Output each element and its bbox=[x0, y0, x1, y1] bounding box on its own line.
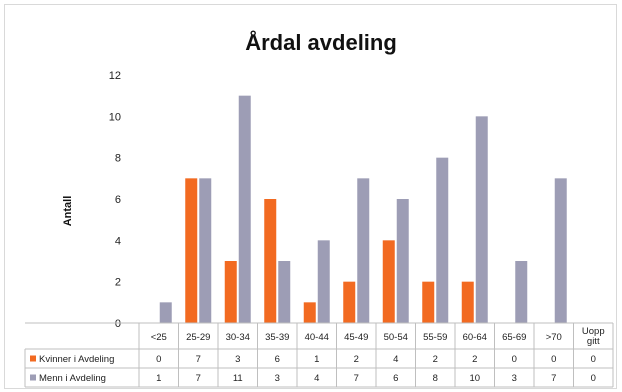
legend-label-menn-i-avdeling: Menn i Avdeling bbox=[39, 373, 106, 384]
bar-kvinner-i-avdeling-50-54 bbox=[382, 240, 395, 323]
table-cell-menn-i-avdeling: 3 bbox=[275, 373, 280, 384]
table-cell-kvinner-i-avdeling: 0 bbox=[551, 354, 556, 365]
x-tick-label: >70 bbox=[546, 332, 562, 343]
table-cell-kvinner-i-avdeling: 1 bbox=[314, 354, 319, 365]
table-cell-kvinner-i-avdeling: 3 bbox=[235, 354, 240, 365]
x-tick-label: 40-44 bbox=[305, 332, 329, 343]
y-axis-ticks: 0 2 4 6 8 10 12 bbox=[109, 70, 121, 330]
x-tick-label: <25 bbox=[151, 332, 167, 343]
y-axis-label: Antall bbox=[62, 196, 74, 227]
bar-kvinner-i-avdeling-35-39 bbox=[264, 199, 277, 323]
table-cell-menn-i-avdeling: 7 bbox=[354, 373, 359, 384]
table-cell-kvinner-i-avdeling: 6 bbox=[275, 354, 280, 365]
y-tick-label: 12 bbox=[109, 70, 121, 82]
table-cell-kvinner-i-avdeling: 2 bbox=[354, 354, 359, 365]
bar-kvinner-i-avdeling-40-44 bbox=[303, 302, 316, 323]
y-tick-label: 6 bbox=[115, 194, 121, 206]
table-cell-menn-i-avdeling: 3 bbox=[512, 373, 517, 384]
y-tick-label: 10 bbox=[109, 111, 121, 123]
legend-swatch-kvinner-i-avdeling bbox=[30, 355, 36, 362]
bar-menn-i-avdeling-50-54 bbox=[396, 199, 409, 323]
y-tick-label: 4 bbox=[115, 235, 121, 247]
table-cell-menn-i-avdeling: 8 bbox=[433, 373, 438, 384]
bar-menn-i-avdeling-45-49 bbox=[357, 178, 370, 323]
x-tick-label: 25-29 bbox=[186, 332, 210, 343]
table-cell-kvinner-i-avdeling: 0 bbox=[591, 354, 596, 365]
x-tick-label: 35-39 bbox=[265, 332, 289, 343]
table-cell-kvinner-i-avdeling: 7 bbox=[196, 354, 201, 365]
bar-menn-i-avdeling-70 bbox=[554, 178, 567, 323]
bar-kvinner-i-avdeling-25-29 bbox=[185, 178, 198, 323]
table-cell-menn-i-avdeling: 10 bbox=[469, 373, 480, 384]
y-tick-label: 2 bbox=[115, 277, 121, 289]
table-cell-kvinner-i-avdeling: 0 bbox=[512, 354, 517, 365]
chart-title: Årdal avdeling bbox=[245, 29, 397, 55]
x-tick-label: 30-34 bbox=[226, 332, 250, 343]
table-cell-kvinner-i-avdeling: 0 bbox=[156, 354, 161, 365]
bar-menn-i-avdeling-40-44 bbox=[317, 240, 330, 323]
table-cell-menn-i-avdeling: 0 bbox=[591, 373, 596, 384]
table-cell-menn-i-avdeling: 1 bbox=[156, 373, 161, 384]
x-tick-label: 55-59 bbox=[423, 332, 447, 343]
bars bbox=[159, 95, 567, 324]
x-tick-label: 60-64 bbox=[463, 332, 487, 343]
bar-menn-i-avdeling-30-34 bbox=[238, 95, 251, 324]
x-tick-label: 65-69 bbox=[502, 332, 526, 343]
table-cell-kvinner-i-avdeling: 4 bbox=[393, 354, 398, 365]
bar-menn-i-avdeling-25 bbox=[159, 302, 172, 323]
y-tick-label: 8 bbox=[115, 153, 121, 165]
bar-menn-i-avdeling-35-39 bbox=[278, 261, 291, 323]
bar-menn-i-avdeling-55-59 bbox=[436, 157, 449, 323]
bar-menn-i-avdeling-60-64 bbox=[475, 116, 488, 323]
table-cell-menn-i-avdeling: 7 bbox=[196, 373, 201, 384]
table-cell-menn-i-avdeling: 7 bbox=[551, 373, 556, 384]
bar-menn-i-avdeling-25-29 bbox=[199, 178, 212, 323]
data-table: <25 25-29 30-34 35-39 40-44 45-49 50-54 55-59 60… bbox=[24, 322, 614, 388]
table-cell-menn-i-avdeling: 4 bbox=[314, 373, 319, 384]
chart-frame: Årdal avdeling Antall 0 2 4 6 8 10 12 <25 25-29… bbox=[4, 4, 617, 389]
bar-kvinner-i-avdeling-45-49 bbox=[343, 281, 356, 323]
bar-kvinner-i-avdeling-30-34 bbox=[224, 261, 237, 323]
bar-kvinner-i-avdeling-60-64 bbox=[461, 281, 474, 323]
table-cell-kvinner-i-avdeling: 2 bbox=[472, 354, 477, 365]
bar-menn-i-avdeling-65-69 bbox=[515, 261, 528, 323]
x-tick-label: gitt bbox=[587, 336, 600, 347]
y-tick-label: 0 bbox=[115, 318, 121, 330]
x-tick-label: 45-49 bbox=[344, 332, 368, 343]
table-cell-menn-i-avdeling: 6 bbox=[393, 373, 398, 384]
x-tick-label: Uopp bbox=[582, 326, 605, 337]
x-tick-label: 50-54 bbox=[384, 332, 408, 343]
legend-label-kvinner-i-avdeling: Kvinner i Avdeling bbox=[39, 354, 114, 365]
bar-kvinner-i-avdeling-55-59 bbox=[422, 281, 435, 323]
table-cell-menn-i-avdeling: 11 bbox=[233, 373, 243, 384]
table-cell-kvinner-i-avdeling: 2 bbox=[433, 354, 438, 365]
legend-swatch-menn-i-avdeling bbox=[30, 374, 36, 381]
